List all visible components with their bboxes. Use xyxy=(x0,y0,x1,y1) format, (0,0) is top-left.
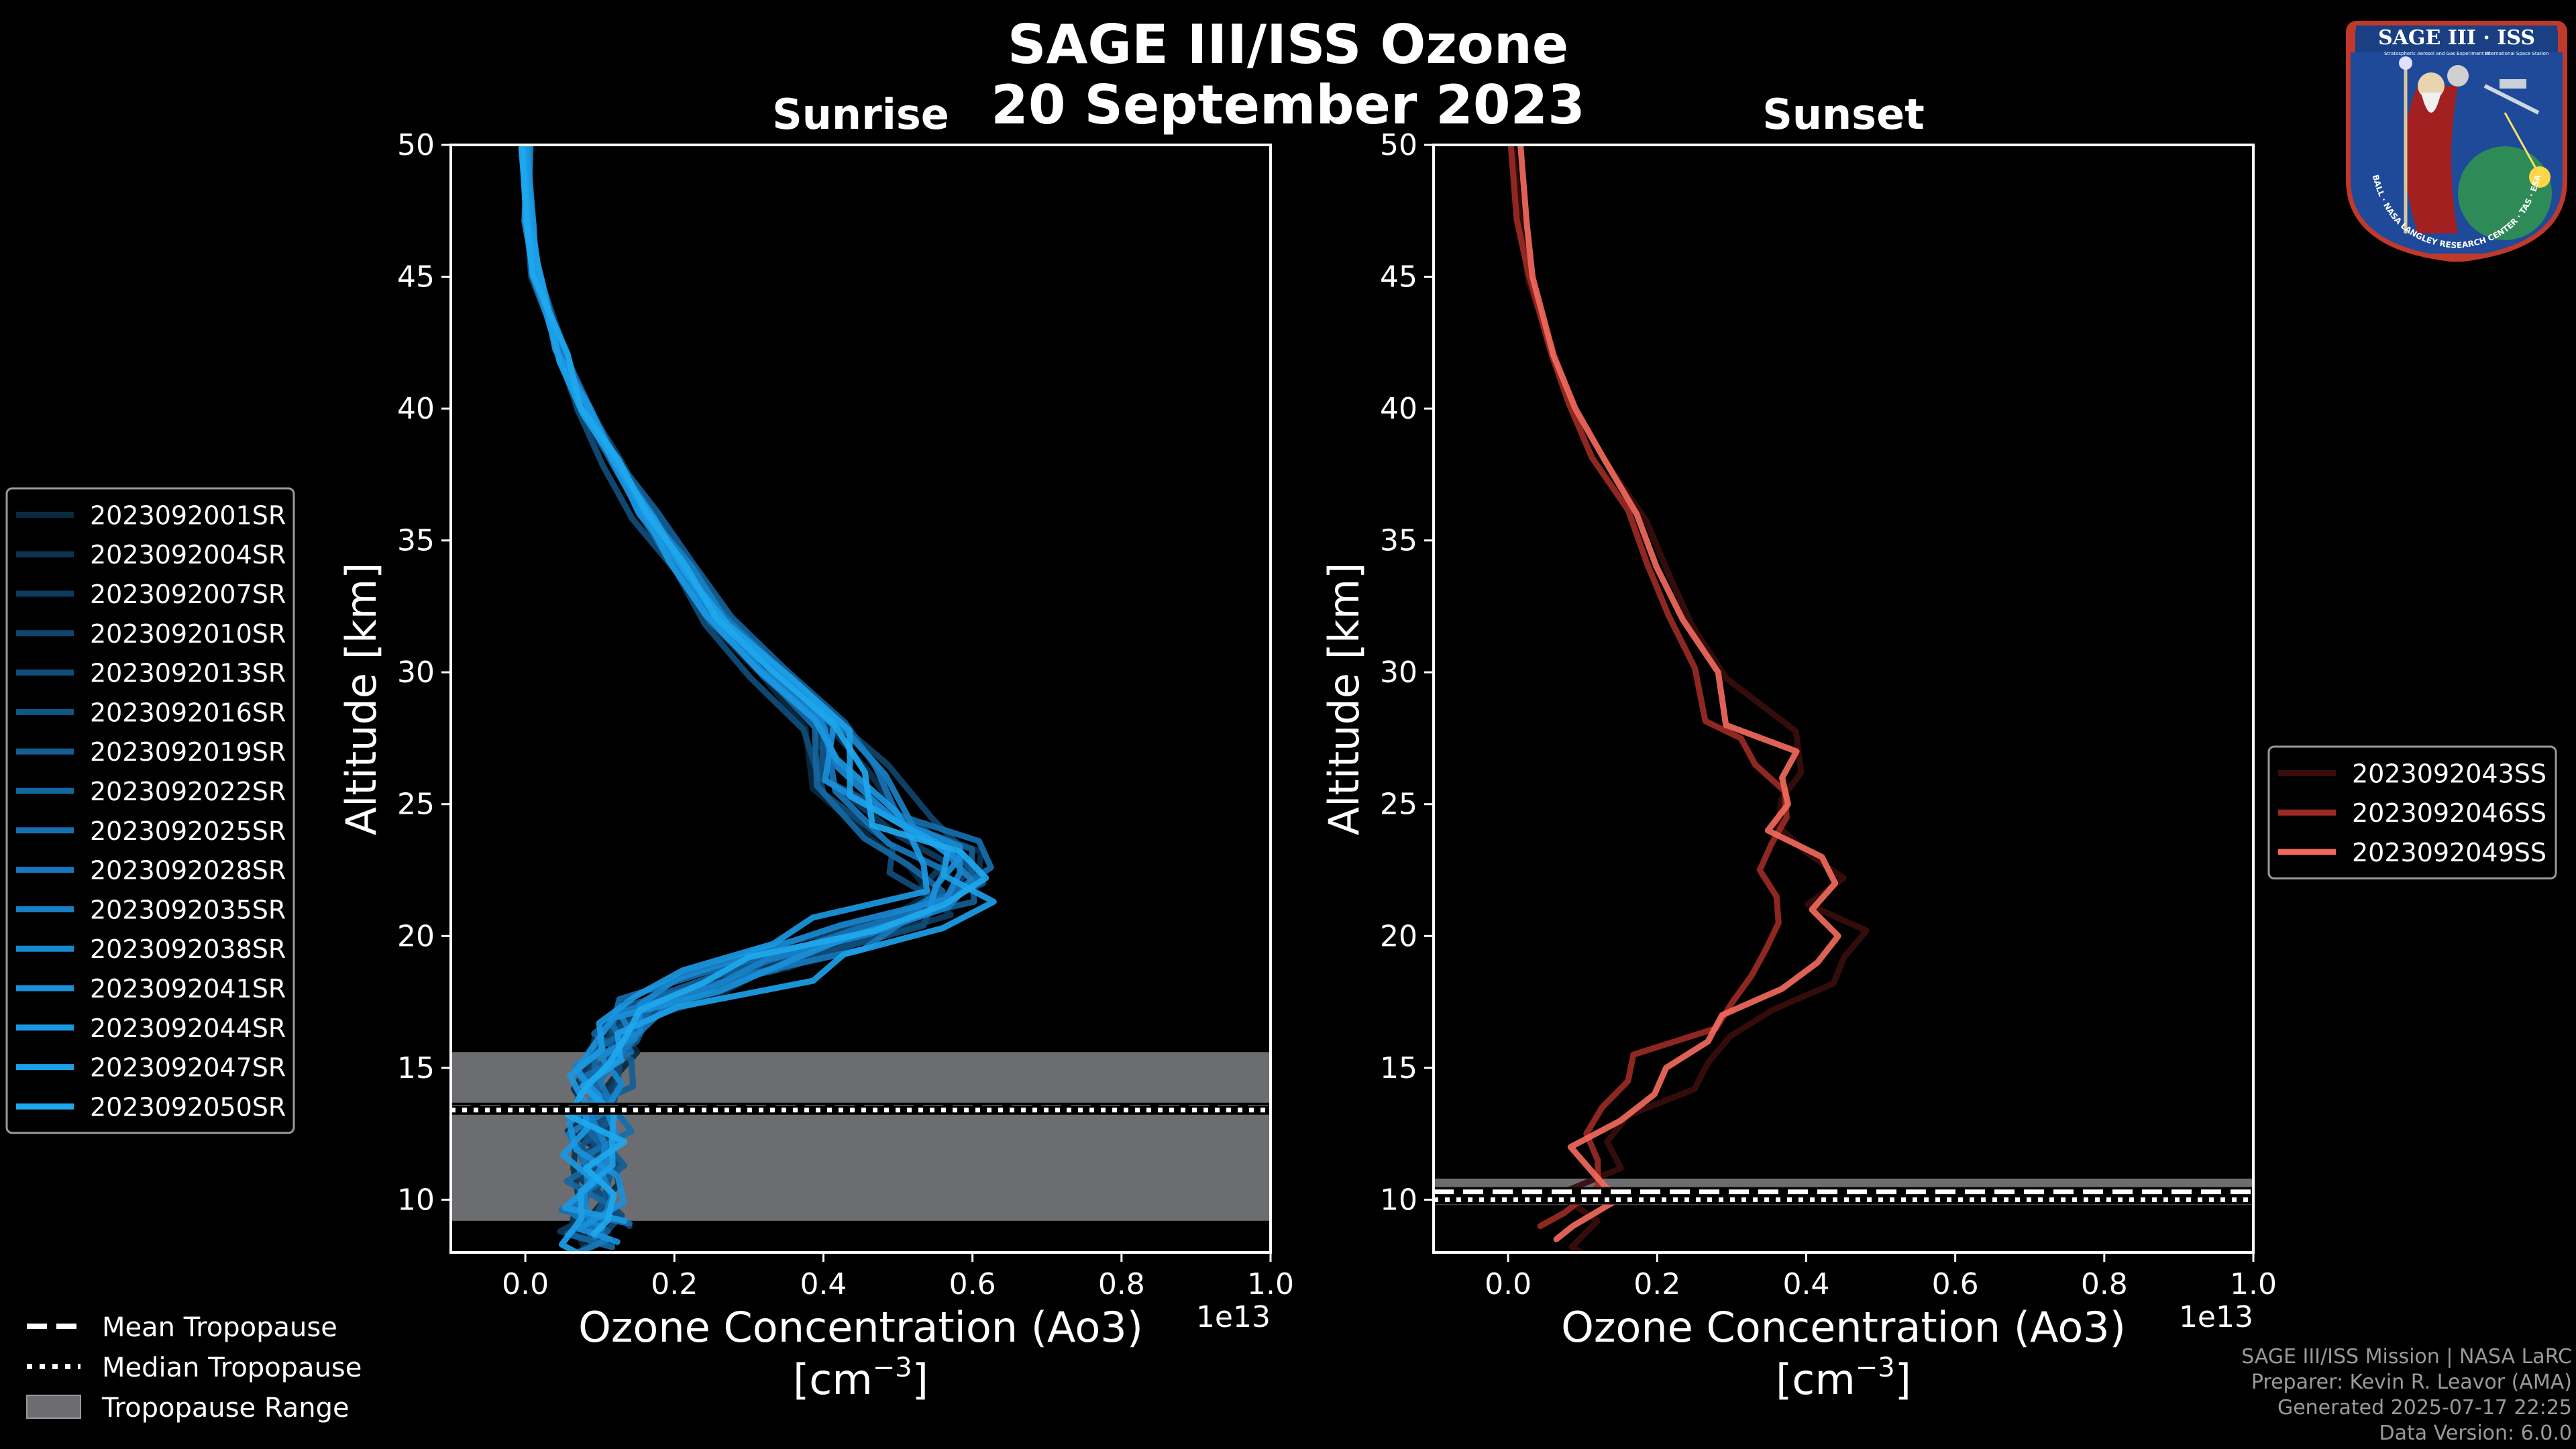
sunset-x-scale-label: 1e13 xyxy=(2179,1300,2253,1334)
footer-line-4: Data Version: 6.0.0 xyxy=(2379,1421,2572,1445)
sunrise-legend-entry: 2023092019SR xyxy=(90,737,286,767)
sunrise-title: Sunrise xyxy=(772,90,949,139)
sunrise-legend-entry: 2023092047SR xyxy=(90,1053,286,1083)
sunset-ytick-label: 30 xyxy=(1380,655,1417,690)
sunrise-ytick-label: 50 xyxy=(397,128,435,162)
tropopause-range-swatch xyxy=(26,1395,81,1419)
sunrise-xtick-label: 1.0 xyxy=(1247,1267,1294,1301)
sunset-ytick-label: 45 xyxy=(1380,260,1417,294)
sunset-xtick-label: 0.4 xyxy=(1782,1267,1829,1301)
footer-line-1: SAGE III/ISS Mission | NASA LaRC xyxy=(2241,1345,2572,1368)
tropopause-range-label: Tropopause Range xyxy=(101,1393,350,1424)
sunrise-legend-entry: 2023092041SR xyxy=(90,974,286,1004)
sunset-ytick-label: 35 xyxy=(1380,524,1417,558)
sunset-ytick-label: 15 xyxy=(1380,1051,1417,1085)
main-subtitle: 20 September 2023 xyxy=(991,74,1585,136)
sunset-ytick-label: 20 xyxy=(1380,919,1417,953)
sunrise-x-scale-label: 1e13 xyxy=(1196,1300,1271,1334)
sunset-axes-frame xyxy=(1432,144,2255,1254)
sunrise-xunit: [cm−3] xyxy=(793,1352,928,1404)
sunset-ytick-label: 10 xyxy=(1380,1183,1417,1217)
sunrise-legend-entry: 2023092028SR xyxy=(90,856,286,885)
badge-small-left: Stratospheric Aerosol and Gas Experiment… xyxy=(2384,51,2489,56)
sunrise-ytick-label: 20 xyxy=(397,919,435,953)
sunrise-xtick-label: 0.4 xyxy=(800,1267,847,1301)
sunrise-axes-frame xyxy=(449,144,1272,1254)
sunrise-legend-entry: 2023092022SR xyxy=(90,777,286,806)
sunset-xunit: [cm−3] xyxy=(1776,1352,1911,1404)
sunset-plot-area xyxy=(1434,145,2253,1252)
sunrise-legend-entry: 2023092001SR xyxy=(90,500,286,530)
sunset-panel: 0.0 0.2 0.4 0.6 0.8 1.0 10 15 20 25 30 35 40 45 50 Su… xyxy=(1320,90,2277,1404)
sunrise-ytick-label: 35 xyxy=(397,524,435,558)
mean-tropopause-label: Mean Tropopause xyxy=(102,1312,337,1343)
sunrise-legend-entry: 2023092007SR xyxy=(90,580,286,609)
sunrise-series-line xyxy=(518,145,989,1237)
sunrise-xtick-label: 0.0 xyxy=(502,1267,549,1301)
sunset-xtick-label: 0.6 xyxy=(1932,1267,1979,1301)
sunrise-ytick-label: 45 xyxy=(397,260,435,294)
sunrise-legend: 2023092001SR 2023092004SR 2023092007SR 2023… xyxy=(5,487,295,1134)
sunrise-xtick-label: 0.2 xyxy=(651,1267,698,1301)
sunset-xtick-label: 1.0 xyxy=(2230,1267,2277,1301)
sunrise-ytick-label: 30 xyxy=(397,655,435,690)
sunset-xtick-label: 0.0 xyxy=(1485,1267,1532,1301)
footer-credits: SAGE III/ISS Mission | NASA LaRC Prepare… xyxy=(2241,1344,2572,1446)
median-tropopause-label: Median Tropopause xyxy=(102,1352,362,1383)
sunrise-xtick-label: 0.8 xyxy=(1098,1267,1145,1301)
sunrise-ylabel: Altitude [km] xyxy=(337,563,386,836)
sunset-legend: 2023092043SS 2023092046SS 2023092049SS xyxy=(2267,745,2557,879)
sunset-legend-entry: 2023092043SS xyxy=(2352,759,2546,788)
sunset-ytick-label: 25 xyxy=(1380,788,1417,822)
sunrise-ytick-label: 25 xyxy=(397,788,435,822)
footer-line-2: Preparer: Kevin R. Leavor (AMA) xyxy=(2251,1371,2572,1394)
sunset-legend-entry: 2023092049SS xyxy=(2352,838,2546,867)
sunrise-legend-entry: 2023092044SR xyxy=(90,1014,286,1043)
sunset-title: Sunset xyxy=(1762,90,1925,139)
sunrise-ytick-label: 10 xyxy=(397,1183,435,1217)
sunrise-legend-entry: 2023092004SR xyxy=(90,540,286,570)
sunset-xtick-label: 0.2 xyxy=(1633,1267,1680,1301)
sunrise-legend-entry: 2023092013SR xyxy=(90,659,286,688)
sage-iii-iss-badge: SAGE III · ISS Stratospheric Aerosol and… xyxy=(2346,21,2567,262)
sunrise-ytick-label: 40 xyxy=(397,392,435,426)
sunset-ytick-label: 40 xyxy=(1380,392,1417,426)
sunrise-legend-entry: 2023092050SR xyxy=(90,1092,286,1122)
sunset-xtick-label: 0.8 xyxy=(2081,1267,2128,1301)
sunrise-xlabel: Ozone Concentration (Ao3) xyxy=(578,1303,1143,1352)
sunset-legend-entry: 2023092046SS xyxy=(2352,798,2546,828)
badge-small-right: International Space Station xyxy=(2485,51,2548,56)
sunset-legend-frame xyxy=(2267,745,2557,879)
sunrise-panel: 0.0 0.2 0.4 0.6 0.8 1.0 10 15 20 25 30 35 40 45 50 Su… xyxy=(337,90,1294,1404)
sunrise-legend-entry: 2023092010SR xyxy=(90,619,286,649)
main-title: SAGE III/ISS Ozone xyxy=(1007,13,1569,76)
sunset-ylabel: Altitude [km] xyxy=(1320,563,1368,836)
sunrise-xtick-label: 0.6 xyxy=(949,1267,996,1301)
sunset-xlabel: Ozone Concentration (Ao3) xyxy=(1561,1303,2126,1352)
sunrise-legend-entry: 2023092038SR xyxy=(90,934,286,964)
sunrise-ytick-label: 15 xyxy=(397,1051,435,1085)
sunset-ytick-label: 50 xyxy=(1380,128,1417,162)
badge-top-text: SAGE III · ISS xyxy=(2378,26,2535,50)
footer-line-3: Generated 2025-07-17 22:25 xyxy=(2277,1396,2572,1419)
tropopause-legend: Mean Tropopause Median Tropopause Tropop… xyxy=(26,1312,362,1424)
sunrise-legend-entry: 2023092035SR xyxy=(90,895,286,924)
sunrise-legend-entry: 2023092025SR xyxy=(90,816,286,846)
sunrise-legend-frame xyxy=(5,487,295,1134)
sunrise-legend-entry: 2023092016SR xyxy=(90,698,286,727)
sunset-series-line xyxy=(1507,145,1790,1230)
sunset-series-line xyxy=(1517,145,1841,1242)
